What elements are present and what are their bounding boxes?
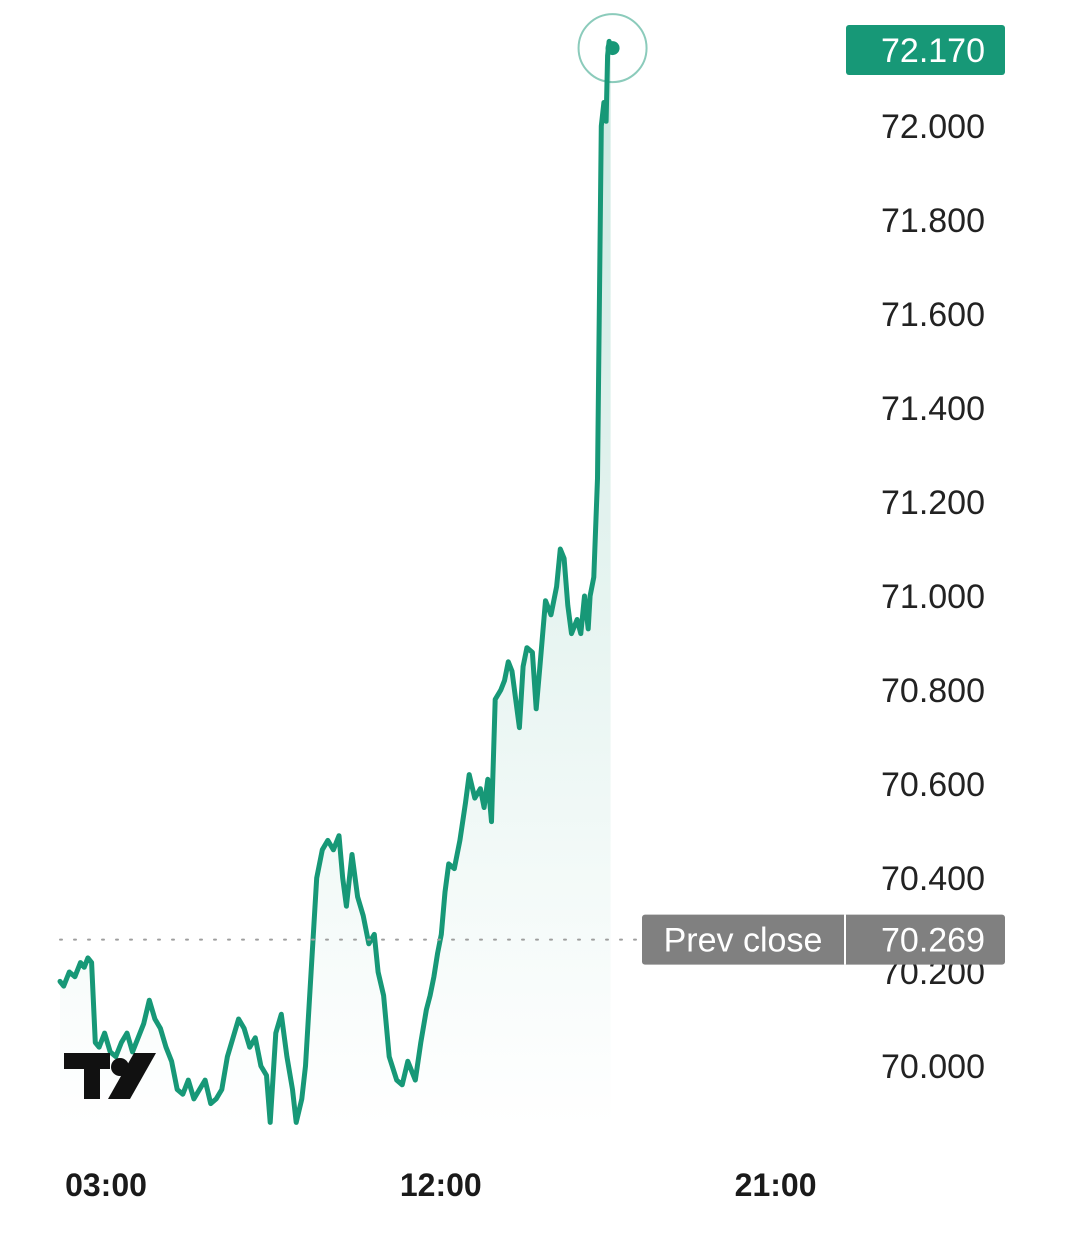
y-tick-label: 71.600: [881, 296, 985, 334]
prev-close-badge: [642, 914, 1005, 965]
last-point-marker: [605, 41, 620, 56]
y-tick-label: 72.000: [881, 108, 985, 146]
prev-close-value: 70.269: [881, 922, 985, 960]
plot-area: [57, 38, 646, 1130]
x-axis: 03:00 12:00 21:00: [65, 1167, 816, 1203]
last-value-label: 72.170: [881, 32, 985, 70]
y-tick-label: 71.400: [881, 390, 985, 428]
y-tick-label: 71.200: [881, 484, 985, 522]
series-area: [60, 41, 611, 1130]
x-tick-label: 03:00: [65, 1167, 147, 1203]
last-point-halo: [577, 13, 648, 84]
series-line: [57, 38, 614, 1125]
overlay-layer: 72.170 Prev close 70.269: [577, 13, 1005, 965]
y-tick-label: 71.000: [881, 578, 985, 616]
last-value-badge: [846, 25, 1005, 75]
prev-close-label: Prev close: [664, 922, 823, 960]
y-tick-label: 70.000: [881, 1048, 985, 1086]
y-tick-label: 70.600: [881, 766, 985, 804]
y-tick-label: 70.400: [881, 860, 985, 898]
y-tick-label: 71.800: [881, 202, 985, 240]
tradingview-logo: [64, 1053, 156, 1099]
y-tick-label: 70.800: [881, 672, 985, 710]
x-tick-label: 12:00: [400, 1167, 482, 1203]
x-tick-label: 21:00: [735, 1167, 817, 1203]
